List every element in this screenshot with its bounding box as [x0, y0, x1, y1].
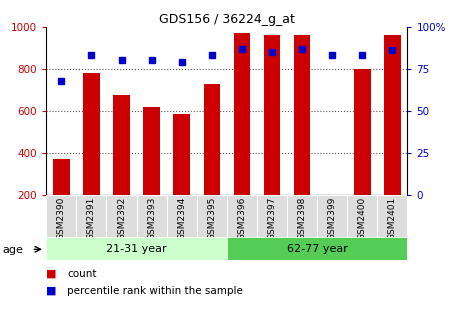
- Bar: [227, 195, 257, 237]
- Text: age: age: [2, 245, 23, 255]
- Bar: [377, 195, 407, 237]
- Text: ■: ■: [46, 286, 57, 296]
- Text: GSM2391: GSM2391: [87, 197, 96, 240]
- Bar: [46, 237, 227, 260]
- Text: GSM2398: GSM2398: [298, 197, 307, 240]
- Bar: [204, 84, 220, 237]
- Text: GSM2393: GSM2393: [147, 197, 156, 240]
- Bar: [83, 73, 100, 237]
- Text: GSM2399: GSM2399: [328, 197, 337, 240]
- Bar: [76, 195, 106, 237]
- Bar: [113, 95, 130, 237]
- Bar: [287, 195, 317, 237]
- Title: GDS156 / 36224_g_at: GDS156 / 36224_g_at: [159, 13, 295, 26]
- Text: GSM2401: GSM2401: [388, 197, 397, 240]
- Text: GSM2392: GSM2392: [117, 197, 126, 240]
- Bar: [324, 195, 340, 237]
- Bar: [317, 195, 347, 237]
- Text: percentile rank within the sample: percentile rank within the sample: [67, 286, 243, 296]
- Bar: [354, 69, 370, 237]
- Bar: [106, 195, 137, 237]
- Bar: [137, 195, 167, 237]
- Bar: [234, 33, 250, 237]
- Bar: [174, 115, 190, 237]
- Bar: [46, 195, 76, 237]
- Text: GSM2394: GSM2394: [177, 197, 186, 240]
- Text: GSM2400: GSM2400: [358, 197, 367, 240]
- Bar: [294, 35, 310, 237]
- Bar: [347, 195, 377, 237]
- Text: count: count: [67, 269, 97, 279]
- Bar: [197, 195, 227, 237]
- Bar: [257, 195, 287, 237]
- Bar: [167, 195, 197, 237]
- Bar: [264, 35, 280, 237]
- Text: GSM2396: GSM2396: [238, 197, 246, 240]
- Bar: [53, 159, 69, 237]
- Bar: [144, 107, 160, 237]
- Bar: [384, 35, 400, 237]
- Text: GSM2395: GSM2395: [207, 197, 216, 240]
- Bar: [227, 237, 407, 260]
- Text: GSM2390: GSM2390: [57, 197, 66, 240]
- Text: ■: ■: [46, 269, 57, 279]
- Text: 21-31 year: 21-31 year: [106, 244, 167, 254]
- Text: GSM2397: GSM2397: [268, 197, 276, 240]
- Text: 62-77 year: 62-77 year: [287, 244, 348, 254]
